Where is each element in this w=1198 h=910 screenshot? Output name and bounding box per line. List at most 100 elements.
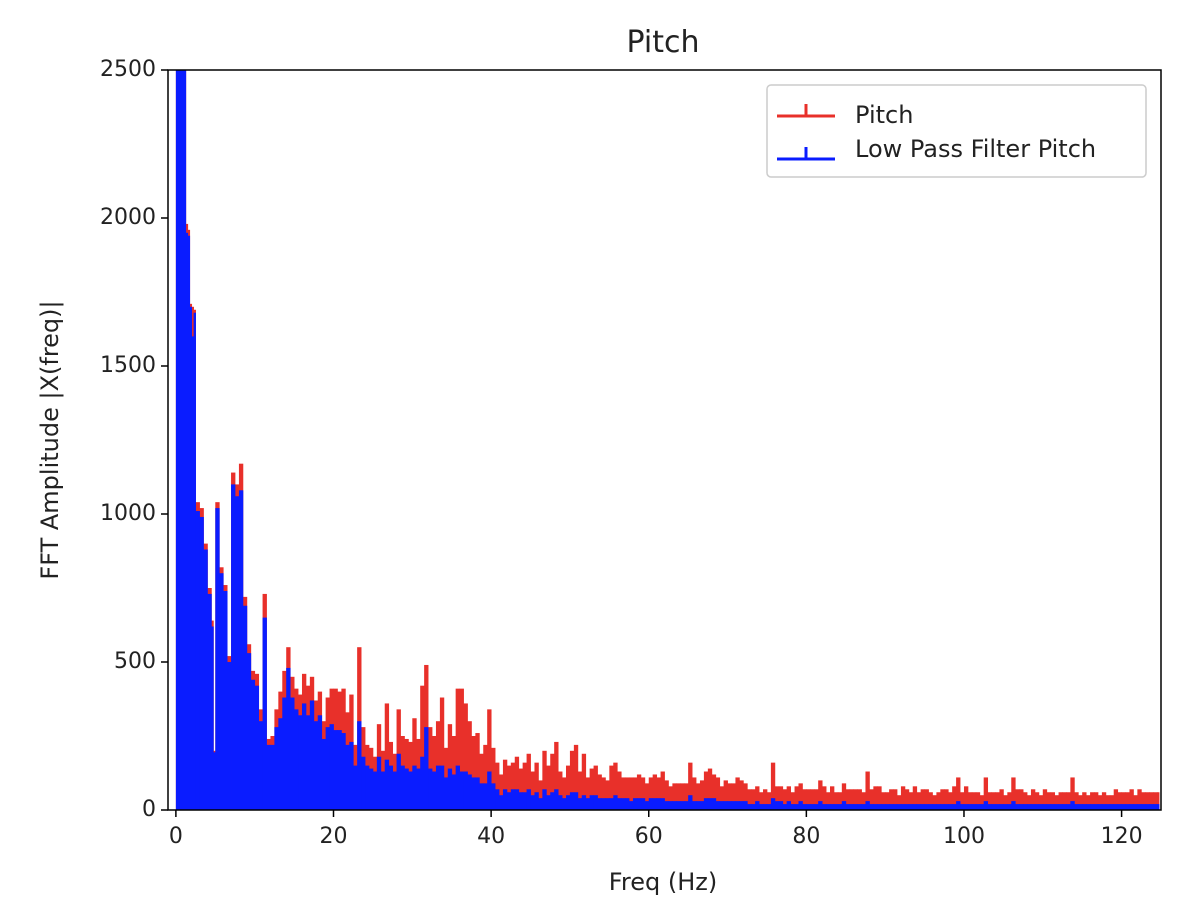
- low-pass-bar: [759, 804, 764, 810]
- low-pass-bar: [349, 741, 354, 810]
- pitch-bar: [707, 768, 713, 810]
- low-pass-bar: [1117, 804, 1122, 810]
- pitch-bar: [475, 733, 480, 810]
- low-pass-bar: [802, 804, 807, 810]
- low-pass-bar: [428, 768, 433, 810]
- low-pass-bar: [699, 801, 705, 810]
- pitch-bar: [459, 688, 464, 810]
- low-pass-bar: [199, 516, 204, 810]
- pitch-bar: [763, 789, 768, 810]
- low-pass-bar: [290, 697, 295, 810]
- pitch-bar: [739, 780, 744, 810]
- pitch-bar: [514, 756, 520, 810]
- low-pass-bar: [676, 801, 681, 810]
- pitch-bar: [617, 771, 622, 810]
- low-pass-bar: [1027, 804, 1032, 810]
- pitch-bar: [975, 792, 981, 810]
- pitch-bar: [703, 771, 709, 810]
- low-pass-bar: [932, 804, 937, 810]
- low-pass-bar: [960, 804, 965, 810]
- low-pass-bar: [684, 801, 689, 810]
- pitch-bar: [688, 762, 693, 810]
- low-pass-bar: [656, 798, 661, 810]
- low-pass-bar: [522, 792, 527, 810]
- pitch-bar: [1090, 792, 1095, 810]
- low-pass-bar: [1097, 804, 1103, 810]
- low-pass-bar: [447, 768, 453, 810]
- pitch-bar: [1007, 792, 1012, 810]
- pitch-bar: [589, 768, 594, 810]
- low-pass-bar: [739, 801, 744, 810]
- low-pass-bar: [581, 795, 587, 810]
- low-pass-bar: [518, 792, 524, 810]
- pitch-bar: [1074, 792, 1079, 810]
- pitch-bar: [696, 783, 701, 810]
- low-pass-bar: [786, 801, 791, 810]
- pitch-bar: [900, 786, 906, 810]
- low-pass-bar: [175, 70, 179, 810]
- pitch-bar: [865, 771, 870, 810]
- low-pass-bar: [1149, 804, 1154, 810]
- legend-item-low-pass: Low Pass Filter Pitch: [777, 135, 1096, 163]
- pitch-bar: [605, 780, 610, 810]
- low-pass-bar: [227, 662, 232, 810]
- pitch-bar: [1003, 795, 1008, 810]
- pitch-bar: [1149, 792, 1154, 810]
- pitch-bar: [715, 777, 721, 810]
- low-pass-bar: [1023, 804, 1028, 810]
- pitch-bar: [979, 795, 985, 810]
- low-pass-bar: [1113, 804, 1119, 810]
- low-pass-bar: [565, 795, 571, 810]
- low-pass-bar: [723, 801, 728, 810]
- low-pass-bar: [1090, 804, 1095, 810]
- pitch-bar: [841, 783, 847, 810]
- low-pass-bar: [408, 771, 413, 810]
- pitch-bar: [455, 688, 460, 810]
- low-pass-bar: [617, 798, 622, 810]
- low-pass-bar: [696, 801, 701, 810]
- low-pass-bar: [648, 798, 654, 810]
- low-pass-bar: [502, 789, 508, 810]
- low-pass-bar: [979, 804, 985, 810]
- pitch-bar: [467, 721, 472, 810]
- low-pass-bar: [1145, 804, 1150, 810]
- x-tick-label: 80: [792, 824, 820, 849]
- low-pass-bar: [920, 804, 925, 810]
- low-pass-bar: [893, 804, 898, 810]
- pitch-bar: [526, 753, 531, 810]
- low-pass-bar: [573, 792, 579, 810]
- low-pass-bar: [1109, 804, 1115, 810]
- low-pass-bar: [774, 801, 780, 810]
- pitch-bar: [664, 780, 669, 810]
- low-pass-bar: [794, 804, 799, 810]
- pitch-bar: [1078, 795, 1083, 810]
- low-pass-bar: [621, 798, 626, 810]
- low-pass-bar: [790, 804, 795, 810]
- low-pass-bar: [550, 792, 555, 810]
- pitch-bar: [625, 777, 630, 810]
- low-pass-bar: [534, 792, 539, 810]
- low-pass-bar: [392, 771, 397, 810]
- low-pass-bar: [896, 804, 902, 810]
- pitch-bar: [644, 783, 650, 810]
- low-pass-bar: [1019, 804, 1024, 810]
- low-pass-bar: [956, 801, 961, 810]
- pitch-bar: [439, 697, 445, 810]
- pitch-bar: [487, 709, 492, 810]
- low-pass-bar: [546, 795, 551, 810]
- low-pass-bar: [1137, 804, 1142, 810]
- pitch-bar: [1038, 795, 1044, 810]
- low-pass-bar: [341, 733, 346, 810]
- low-pass-bar: [822, 804, 827, 810]
- pitch-bar: [932, 795, 937, 810]
- y-tick-label: 1500: [100, 353, 156, 378]
- low-pass-bar: [763, 804, 768, 810]
- legend: Pitch Low Pass Filter Pitch: [766, 84, 1147, 178]
- pitch-bar: [1137, 789, 1142, 810]
- low-pass-bar: [688, 795, 693, 810]
- low-pass-bar: [625, 798, 630, 810]
- low-pass-bar: [471, 777, 476, 810]
- pitch-bar: [538, 780, 543, 810]
